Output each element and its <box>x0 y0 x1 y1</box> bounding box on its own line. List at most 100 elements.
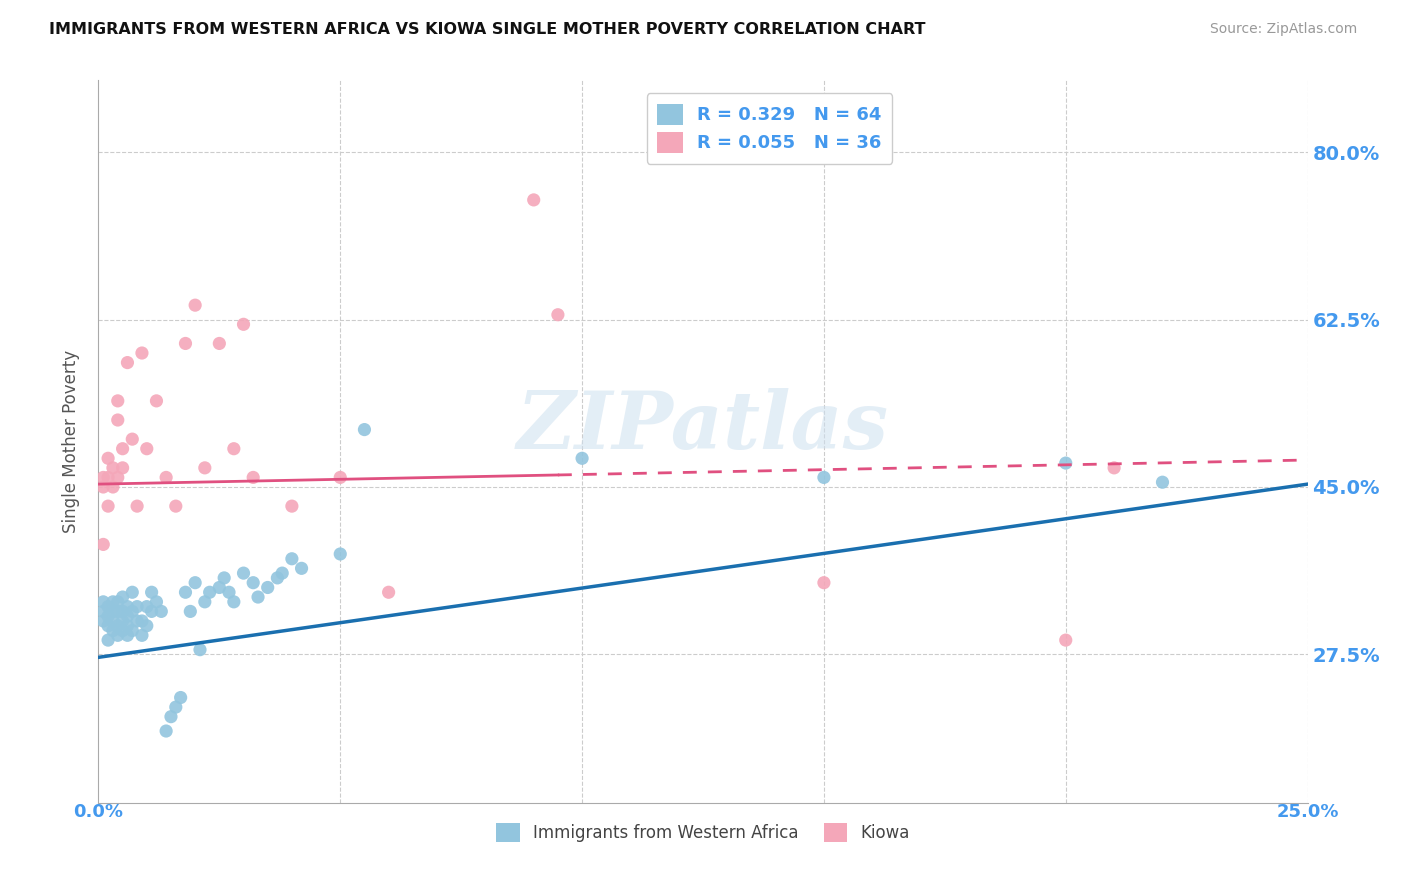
Point <box>208 581 231 595</box>
Point <box>107 413 129 427</box>
Point <box>107 595 129 609</box>
Point <box>107 604 129 618</box>
Point <box>97 619 120 633</box>
Point <box>271 566 294 581</box>
Point <box>97 599 120 614</box>
Point <box>107 628 129 642</box>
Point <box>97 499 120 513</box>
Point <box>547 308 569 322</box>
Point <box>117 599 139 614</box>
Point <box>101 614 124 628</box>
Point <box>101 480 124 494</box>
Point <box>1054 456 1077 470</box>
Text: ZIPatlas: ZIPatlas <box>517 388 889 466</box>
Point <box>111 461 134 475</box>
Point <box>141 604 163 618</box>
Point <box>145 393 167 408</box>
Point <box>111 442 134 456</box>
Point <box>111 590 134 604</box>
Text: Source: ZipAtlas.com: Source: ZipAtlas.com <box>1209 22 1357 37</box>
Point <box>135 442 157 456</box>
Point <box>91 470 114 484</box>
Point <box>117 628 139 642</box>
Point <box>290 561 312 575</box>
Point <box>107 393 129 408</box>
Point <box>97 451 120 466</box>
Y-axis label: Single Mother Poverty: Single Mother Poverty <box>62 350 80 533</box>
Point <box>256 581 278 595</box>
Point <box>232 318 254 332</box>
Point <box>101 624 124 638</box>
Point <box>222 442 245 456</box>
Point <box>97 609 120 624</box>
Point <box>150 604 173 618</box>
Point <box>165 499 187 513</box>
Legend: Immigrants from Western Africa, Kiowa: Immigrants from Western Africa, Kiowa <box>489 816 917 848</box>
Point <box>155 724 177 739</box>
Point <box>131 614 153 628</box>
Point <box>247 590 270 604</box>
Point <box>329 470 352 484</box>
Point <box>107 619 129 633</box>
Point <box>242 575 264 590</box>
Point <box>131 628 153 642</box>
Point <box>127 499 149 513</box>
Point <box>169 690 191 705</box>
Text: IMMIGRANTS FROM WESTERN AFRICA VS KIOWA SINGLE MOTHER POVERTY CORRELATION CHART: IMMIGRANTS FROM WESTERN AFRICA VS KIOWA … <box>49 22 925 37</box>
Point <box>329 547 352 561</box>
Point <box>1102 461 1125 475</box>
Point <box>281 499 304 513</box>
Text: 0.0%: 0.0% <box>73 803 124 821</box>
Point <box>174 585 197 599</box>
Point <box>194 595 217 609</box>
Point <box>165 700 187 714</box>
Point <box>121 585 143 599</box>
Point <box>160 709 183 723</box>
Point <box>353 423 375 437</box>
Point <box>111 604 134 618</box>
Point <box>194 461 217 475</box>
Point <box>101 461 124 475</box>
Point <box>184 298 207 312</box>
Point <box>155 470 177 484</box>
Point <box>127 614 149 628</box>
Point <box>377 585 399 599</box>
Point <box>188 642 211 657</box>
Point <box>208 336 231 351</box>
Point <box>222 595 245 609</box>
Point <box>179 604 201 618</box>
Point <box>1054 633 1077 648</box>
Point <box>91 595 114 609</box>
Point <box>1152 475 1174 490</box>
Point <box>101 604 124 618</box>
Point <box>127 599 149 614</box>
Point <box>145 595 167 609</box>
Point <box>117 619 139 633</box>
Point <box>571 451 593 466</box>
Point <box>91 614 114 628</box>
Point <box>91 604 114 618</box>
Point <box>121 432 143 446</box>
Point <box>111 624 134 638</box>
Point <box>212 571 235 585</box>
Point <box>111 614 134 628</box>
Point <box>218 585 240 599</box>
Point <box>141 585 163 599</box>
Point <box>184 575 207 590</box>
Point <box>174 336 197 351</box>
Point <box>281 551 304 566</box>
Point <box>198 585 221 599</box>
Point <box>107 470 129 484</box>
Point <box>242 470 264 484</box>
Point <box>131 346 153 360</box>
Point <box>91 537 114 551</box>
Point <box>101 595 124 609</box>
Point <box>813 575 835 590</box>
Point <box>97 633 120 648</box>
Point <box>266 571 288 585</box>
Point <box>523 193 546 207</box>
Text: 25.0%: 25.0% <box>1277 803 1339 821</box>
Point <box>135 619 157 633</box>
Point <box>121 604 143 618</box>
Point <box>117 609 139 624</box>
